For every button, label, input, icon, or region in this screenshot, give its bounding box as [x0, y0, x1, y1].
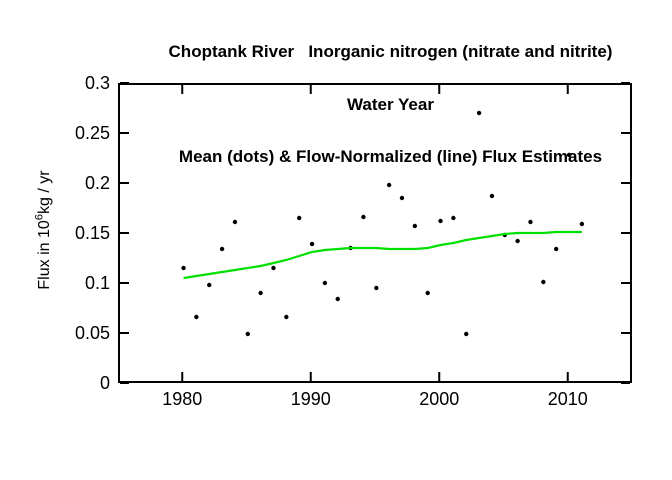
- mean-dot: [476, 110, 482, 116]
- mean-dot: [284, 314, 289, 320]
- y-tick-label: 0.1: [84, 273, 110, 293]
- mean-dot: [386, 182, 392, 188]
- mean-dot: [464, 331, 469, 337]
- y-tick-label: 0.15: [74, 223, 110, 243]
- flow-normalized-line: [183, 230, 582, 280]
- y-tick-label: 0: [99, 373, 110, 393]
- chart-title-line-3: Mean (dots) & Flow-Normalized (line) Flu…: [178, 147, 603, 166]
- y-tick-label: 0.25: [74, 123, 110, 143]
- mean-dot: [566, 152, 572, 158]
- mean-dot: [438, 218, 443, 224]
- mean-dot: [296, 215, 302, 221]
- x-tick-label: 1990: [290, 389, 331, 409]
- y-tick-label: 0.05: [74, 323, 110, 343]
- mean-dot: [258, 290, 263, 296]
- chart-title: Choptank River Inorganic nitrogen (nitra…: [103, 8, 672, 201]
- mean-dot: [374, 285, 379, 291]
- mean-dot: [399, 195, 405, 201]
- mean-dot: [335, 296, 340, 302]
- mean-dot: [579, 221, 585, 227]
- mean-dot: [219, 246, 225, 252]
- mean-dot: [553, 246, 559, 252]
- mean-dot: [194, 314, 199, 320]
- mean-dot: [489, 193, 495, 199]
- chart-title-line-1: Choptank River Inorganic nitrogen (nitra…: [168, 42, 613, 61]
- x-tick-label: 1980: [162, 389, 203, 409]
- y-tick-label: 0.3: [84, 73, 110, 93]
- mean-dot: [541, 279, 546, 285]
- y-tick-label: 0.2: [84, 173, 110, 193]
- mean-dot: [412, 223, 418, 229]
- mean-dot: [271, 265, 276, 271]
- mean-dot: [425, 290, 430, 296]
- mean-dot: [207, 282, 212, 288]
- mean-dot: [181, 265, 186, 271]
- mean-dot: [232, 219, 238, 225]
- mean-dot: [361, 214, 366, 220]
- mean-dot: [309, 241, 315, 247]
- plot-box: [118, 83, 632, 383]
- mean-dot: [451, 215, 456, 221]
- mean-dot: [245, 331, 250, 337]
- mean-dot: [515, 238, 520, 244]
- mean-dot: [528, 219, 533, 225]
- x-tick-label: 2010: [547, 389, 588, 409]
- chart-title-line-2: Water Year: [347, 94, 434, 114]
- mean-dot: [322, 280, 328, 286]
- x-tick-label: 2000: [419, 389, 460, 409]
